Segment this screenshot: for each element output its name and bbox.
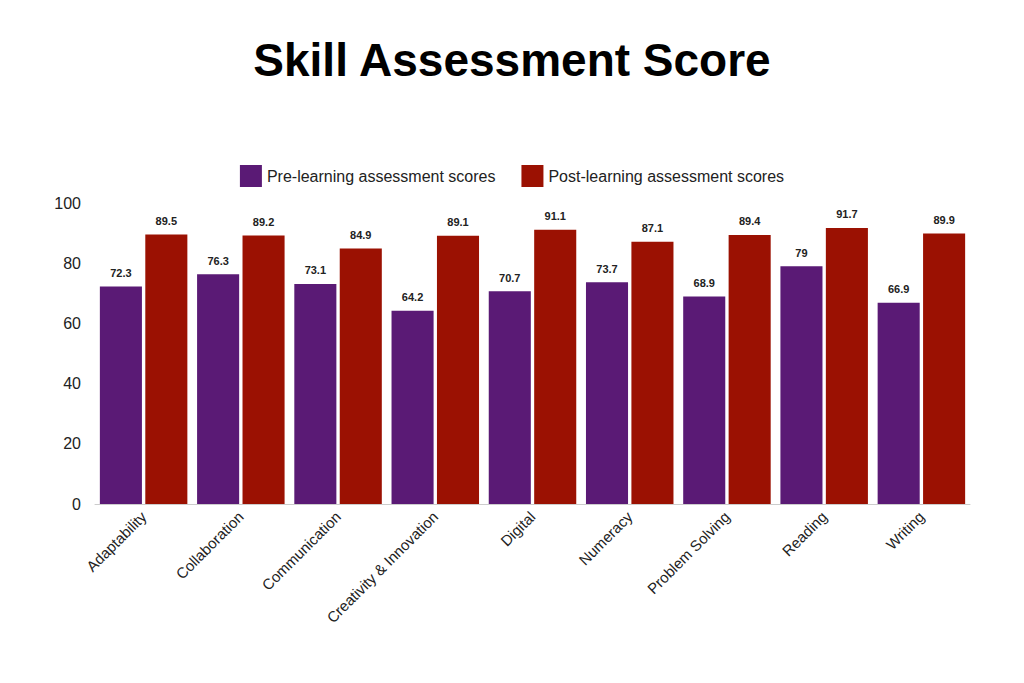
- svg-text:Creativity & Innovation: Creativity & Innovation: [323, 508, 441, 626]
- svg-text:72.3: 72.3: [110, 267, 131, 279]
- svg-text:87.1: 87.1: [642, 222, 663, 234]
- svg-text:91.7: 91.7: [836, 208, 857, 220]
- svg-text:20: 20: [63, 435, 81, 452]
- svg-text:40: 40: [63, 375, 81, 392]
- svg-text:89.4: 89.4: [739, 215, 761, 227]
- svg-text:76.3: 76.3: [207, 255, 228, 267]
- svg-text:89.5: 89.5: [156, 215, 177, 227]
- svg-text:100: 100: [54, 195, 81, 212]
- svg-text:89.2: 89.2: [253, 216, 274, 228]
- svg-text:66.9: 66.9: [888, 283, 909, 295]
- svg-text:84.9: 84.9: [350, 229, 371, 241]
- svg-text:Adaptability: Adaptability: [83, 508, 150, 575]
- svg-text:89.9: 89.9: [933, 214, 954, 226]
- svg-text:79: 79: [795, 247, 807, 259]
- svg-text:68.9: 68.9: [694, 277, 715, 289]
- svg-text:Communication: Communication: [258, 508, 344, 594]
- svg-text:73.1: 73.1: [305, 264, 326, 276]
- svg-text:89.1: 89.1: [447, 216, 468, 228]
- svg-text:Numeracy: Numeracy: [575, 508, 636, 569]
- svg-text:Collaboration: Collaboration: [172, 508, 246, 582]
- svg-text:Pre-learning assessment scores: Pre-learning assessment scores: [267, 168, 496, 185]
- svg-text:Digital: Digital: [497, 508, 538, 549]
- svg-text:80: 80: [63, 255, 81, 272]
- svg-text:70.7: 70.7: [499, 272, 520, 284]
- svg-text:Skill Assessment Score: Skill Assessment Score: [253, 34, 770, 86]
- svg-text:Post-learning assessment score: Post-learning assessment scores: [548, 168, 784, 185]
- svg-text:Writing: Writing: [883, 508, 928, 553]
- svg-text:64.2: 64.2: [402, 291, 423, 303]
- svg-text:Problem Solving: Problem Solving: [644, 508, 733, 597]
- svg-text:Reading: Reading: [779, 508, 830, 559]
- svg-text:0: 0: [72, 496, 81, 513]
- svg-text:91.1: 91.1: [545, 210, 566, 222]
- svg-text:60: 60: [63, 315, 81, 332]
- svg-text:73.7: 73.7: [596, 263, 617, 275]
